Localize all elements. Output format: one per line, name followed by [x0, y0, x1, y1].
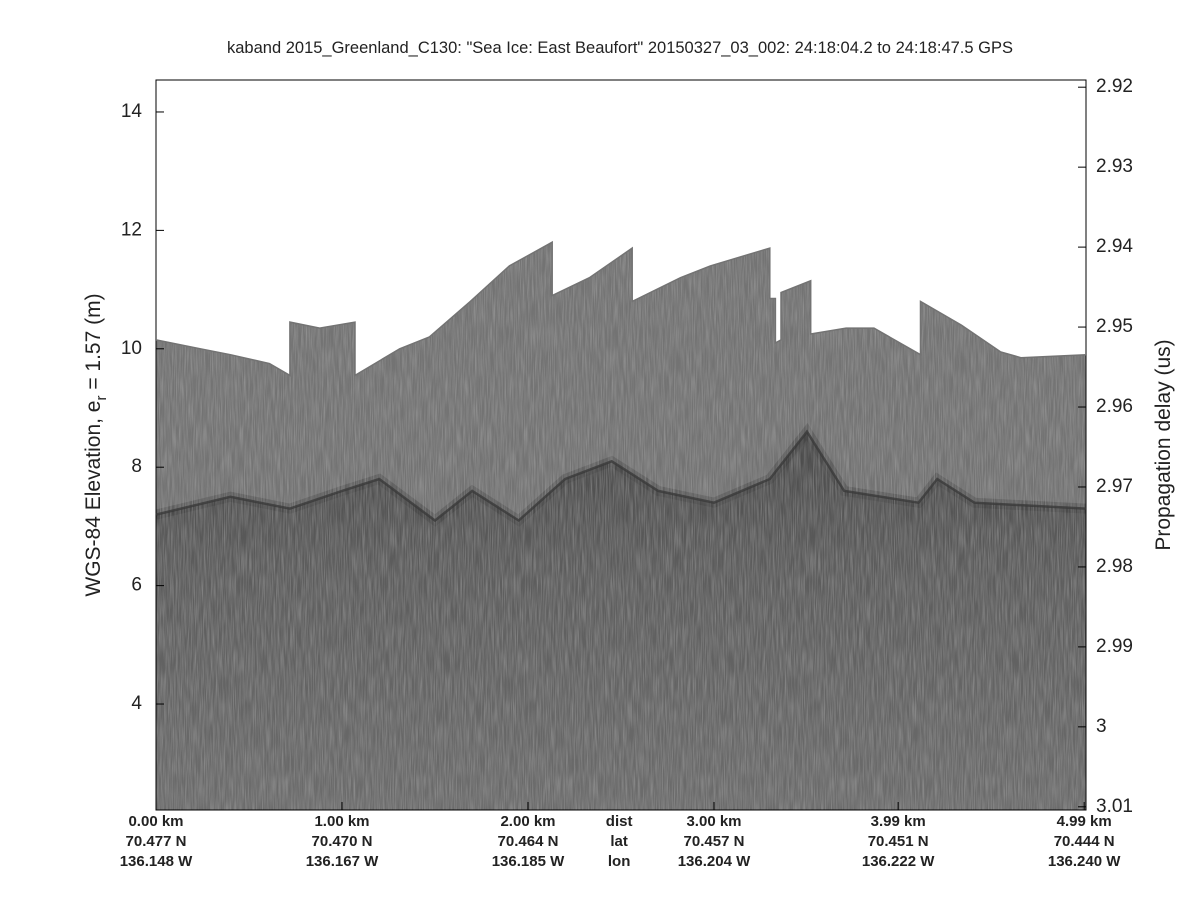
lat-label: 70.457 N	[684, 833, 745, 850]
lat-label: 70.444 N	[1054, 833, 1115, 850]
chart-title: kaband 2015_Greenland_C130: "Sea Ice: Ea…	[227, 39, 1013, 57]
speckle	[156, 242, 1086, 810]
y-axis-label-end: = 1.57 (m)	[82, 293, 105, 395]
x-tick-label: 4.99 km	[1057, 813, 1112, 830]
x-tick-label: 3.00 km	[686, 813, 741, 830]
row-label: lat	[610, 833, 628, 850]
row-label: lon	[608, 853, 631, 870]
plot-frame	[155, 79, 1087, 811]
lon-label: 136.222 W	[862, 853, 935, 870]
y-tick-label: 6	[131, 575, 142, 596]
echogram-image	[156, 242, 1086, 810]
y-tick-label: 14	[121, 101, 143, 122]
y2-tick-label: 2.95	[1096, 316, 1133, 337]
y2-axis-label: Propagation delay (us)	[1152, 339, 1175, 550]
y2-tick-label: 2.97	[1096, 476, 1133, 497]
interface-line	[155, 429, 1087, 523]
lon-label: 136.167 W	[306, 853, 379, 870]
lat-label: 70.464 N	[498, 833, 559, 850]
lon-label: 136.204 W	[678, 853, 751, 870]
lon-label: 136.240 W	[1048, 853, 1121, 870]
y2-tick-label: 2.94	[1096, 236, 1133, 257]
x-tick-label: 3.99 km	[871, 813, 926, 830]
y-axis-label-subscript: r	[93, 396, 110, 401]
lat-label: 70.477 N	[126, 833, 187, 850]
x-tick-label: 0.00 km	[128, 813, 183, 830]
lon-label: 136.185 W	[492, 853, 565, 870]
y2-tick-label: 2.99	[1096, 636, 1133, 657]
y-tick-label: 12	[121, 219, 142, 240]
y-axis-label-main: WGS-84 Elevation, e	[82, 401, 105, 597]
y-tick-label: 8	[131, 456, 142, 477]
x-tick-label: 2.00 km	[500, 813, 555, 830]
y2-tick-label: 2.93	[1096, 156, 1133, 177]
y2-tick-label: 2.98	[1096, 556, 1133, 577]
row-label: dist	[606, 813, 633, 830]
y2-tick-label: 2.96	[1096, 396, 1133, 417]
lat-label: 70.470 N	[312, 833, 373, 850]
lat-label: 70.451 N	[868, 833, 929, 850]
surface-line	[155, 240, 1087, 377]
y2-tick-label: 2.92	[1096, 76, 1133, 97]
y-tick-label: 4	[131, 693, 142, 714]
x-tick-label: 1.00 km	[314, 813, 369, 830]
y-axis-label: WGS-84 Elevation, er = 1.57 (m)	[82, 293, 110, 596]
y-tick-label: 10	[121, 338, 142, 359]
y2-tick-label: 3.01	[1096, 796, 1133, 817]
y2-tick-label: 3	[1096, 716, 1107, 737]
lon-label: 136.148 W	[120, 853, 193, 870]
